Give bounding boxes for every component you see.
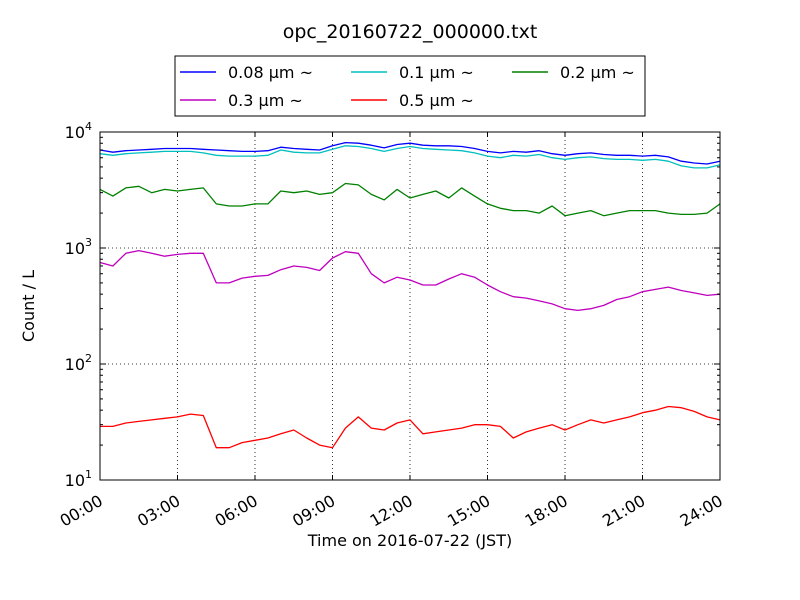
series-line-2 — [99, 182, 721, 217]
chart-title: opc_20160722_000000.txt — [283, 21, 538, 43]
legend-box — [174, 55, 646, 117]
series-line-4 — [100, 405, 721, 449]
y-tick-label: 103 — [65, 236, 92, 258]
x-tick-label: 09:00 — [289, 491, 338, 531]
series-line-3 — [99, 249, 721, 312]
y-tick-label: 102 — [65, 352, 92, 374]
series-line-0 — [99, 141, 721, 165]
series-layer — [99, 141, 721, 449]
legend-label: 0.08 μm ~ — [228, 63, 313, 82]
x-tick-label: 03:00 — [134, 491, 183, 531]
legend-label: 0.5 μm ~ — [399, 91, 474, 110]
y-tick-label: 104 — [65, 120, 92, 142]
legend: 0.08 μm ~ 0.1 μm ~ 0.2 μm ~ 0.3 μm ~ 0.5 μm … — [174, 55, 646, 117]
x-tick-label: 21:00 — [599, 491, 648, 531]
x-tick-labels: 00:00 03:00 06:00 09:00 12:00 15:00 18:00 21:00… — [57, 491, 726, 531]
series-line-1 — [99, 145, 721, 169]
x-tick-label: 24:00 — [677, 491, 726, 531]
x-tick-label: 06:00 — [212, 491, 261, 531]
y-tick-labels: 101 102 103 104 — [65, 120, 92, 490]
x-tick-label: 18:00 — [522, 491, 571, 531]
ticks — [99, 131, 721, 481]
x-tick-label: 12:00 — [367, 491, 416, 531]
y-tick-label: 101 — [65, 468, 92, 490]
x-tick-label: 00:00 — [57, 491, 106, 531]
legend-label: 0.3 μm ~ — [228, 91, 303, 110]
y-axis-label: Count / L — [19, 270, 38, 342]
legend-label: 0.2 μm ~ — [560, 63, 635, 82]
grid — [100, 132, 720, 480]
legend-label: 0.1 μm ~ — [399, 63, 474, 82]
x-tick-label: 15:00 — [444, 491, 493, 531]
x-axis-label: Time on 2016-07-22 (JST) — [307, 531, 512, 550]
